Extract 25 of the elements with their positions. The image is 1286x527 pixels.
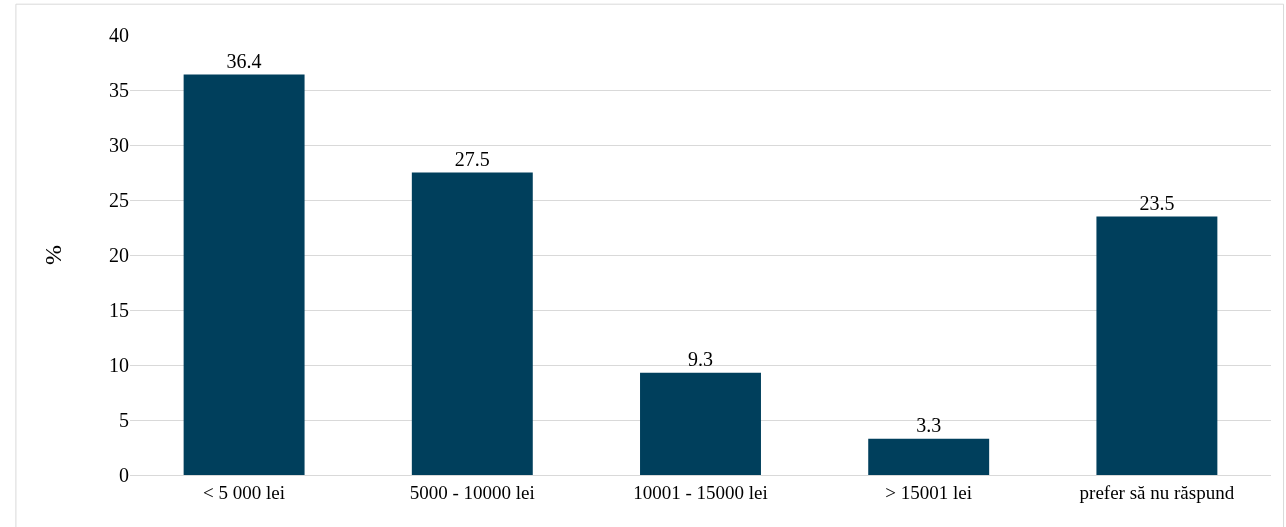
y-tick-label: 30 <box>109 134 129 156</box>
data-label: 36.4 <box>226 49 262 72</box>
bar <box>183 74 305 475</box>
bar <box>640 372 761 475</box>
x-tick-label: > 15001 lei <box>885 481 973 503</box>
y-tick-label: 20 <box>109 244 129 266</box>
data-label: 3.3 <box>916 413 942 436</box>
y-tick-label: 10 <box>109 354 129 376</box>
y-tick-label: 15 <box>109 299 129 321</box>
y-tick-label: 5 <box>119 409 129 431</box>
data-label: 27.5 <box>454 147 490 170</box>
y-tick-label: 25 <box>109 189 129 211</box>
x-tick-label: 5000 - 10000 lei <box>409 481 535 503</box>
bar <box>411 172 533 475</box>
x-tick-label: prefer să nu răspund <box>1079 481 1235 503</box>
data-label: 23.5 <box>1139 191 1175 214</box>
y-tick-label: 0 <box>119 464 129 486</box>
y-tick-label: 35 <box>109 79 129 101</box>
x-tick-label: 10001 - 15000 lei <box>633 481 768 503</box>
bar <box>868 438 990 475</box>
x-tick-label: < 5 000 lei <box>203 481 286 503</box>
bar <box>1096 216 1218 475</box>
y-axis-title: % <box>40 245 67 265</box>
y-tick-label: 40 <box>109 24 129 46</box>
data-label: 9.3 <box>688 347 713 370</box>
